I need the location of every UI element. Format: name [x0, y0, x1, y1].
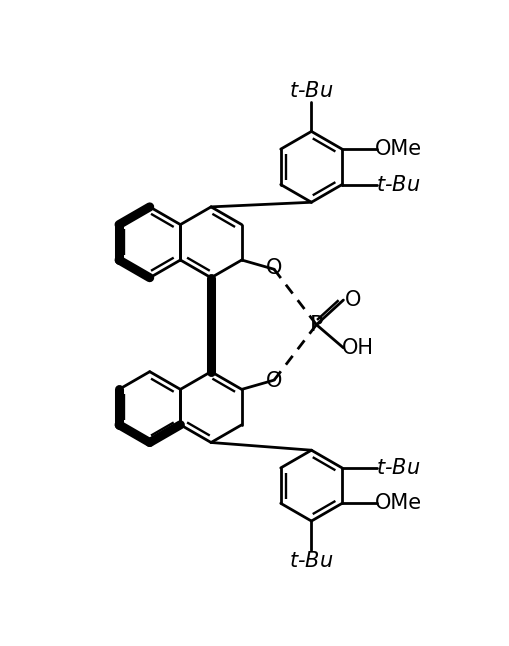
Text: P: P: [309, 315, 323, 335]
Text: $t$-Bu: $t$-Bu: [289, 81, 333, 101]
Text: OH: OH: [342, 338, 373, 358]
Text: $t$-Bu: $t$-Bu: [376, 174, 419, 194]
Text: OMe: OMe: [374, 139, 421, 159]
Text: O: O: [265, 258, 281, 278]
Text: $t$-Bu: $t$-Bu: [376, 458, 419, 478]
Text: OMe: OMe: [374, 494, 421, 514]
Text: O: O: [345, 290, 361, 310]
Text: O: O: [265, 371, 281, 391]
Text: $t$-Bu: $t$-Bu: [289, 551, 333, 571]
